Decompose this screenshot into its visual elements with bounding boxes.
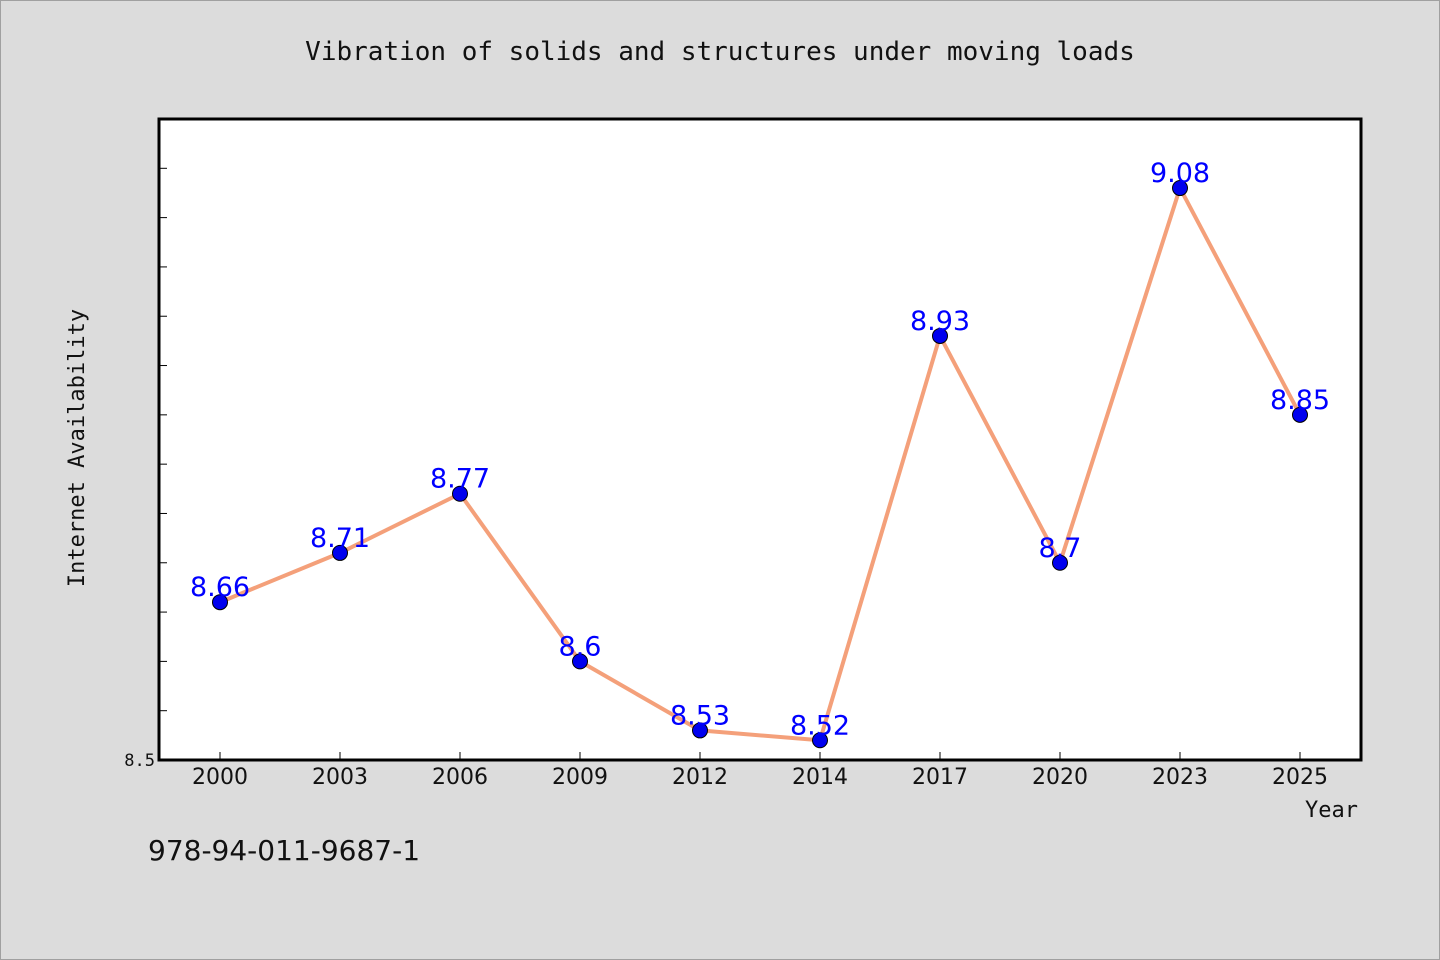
data-point: [1052, 554, 1068, 571]
data-label: 8.77: [430, 464, 490, 495]
x-tick-label: 2025: [1272, 765, 1328, 790]
y-axis-label: Internet Availability: [65, 309, 90, 587]
data-point: [572, 653, 588, 670]
data-point: [1292, 406, 1308, 423]
x-tick-label: 2009: [552, 765, 608, 790]
data-label: 8.66: [190, 572, 250, 603]
data-point: [812, 732, 828, 749]
isbn-text: 978-94-011-9687-1: [148, 834, 421, 867]
data-point: [932, 327, 948, 344]
x-tick-label: 2017: [912, 765, 968, 790]
x-tick-label: 2020: [1032, 765, 1088, 790]
series-line: [219, 186, 1302, 743]
data-label: 8.52: [790, 710, 850, 741]
plot-area: [157, 117, 1363, 762]
data-label: 8.6: [559, 631, 602, 662]
data-point: [1172, 180, 1188, 197]
data-label: 8.71: [310, 523, 370, 554]
data-point: [452, 485, 468, 502]
series-layer: [212, 180, 1308, 749]
x-tick-label: 2012: [672, 765, 728, 790]
data-labels: 8.66 8.71 8.77 8.6 8.53 8.52 8.93 8.7 9.08 8.85: [190, 158, 1330, 741]
data-label: 9.08: [1150, 158, 1210, 189]
data-label: 8.93: [910, 306, 970, 337]
x-tick-label: 2014: [792, 765, 848, 790]
data-label: 8.53: [670, 700, 730, 731]
data-point: [212, 594, 228, 611]
data-point: [332, 544, 348, 561]
x-tick-label: 2023: [1152, 765, 1208, 790]
y-tick-label: 8.5: [124, 751, 155, 771]
x-tick-label: 2006: [432, 765, 488, 790]
data-label: 8.7: [1039, 533, 1082, 564]
x-axis-label: Year: [1305, 798, 1358, 823]
y-axis-ticks: 8.5: [124, 167, 167, 771]
data-label: 8.85: [1270, 385, 1330, 416]
chart-title: Vibration of solids and structures under…: [305, 37, 1135, 67]
data-point: [692, 722, 708, 739]
x-tick-label: 2003: [312, 765, 368, 790]
x-tick-label: 2000: [192, 765, 248, 790]
x-axis-ticks: 2000 2003 2006 2009 2012 2014 2017 2020 2023 2025: [192, 752, 1328, 790]
